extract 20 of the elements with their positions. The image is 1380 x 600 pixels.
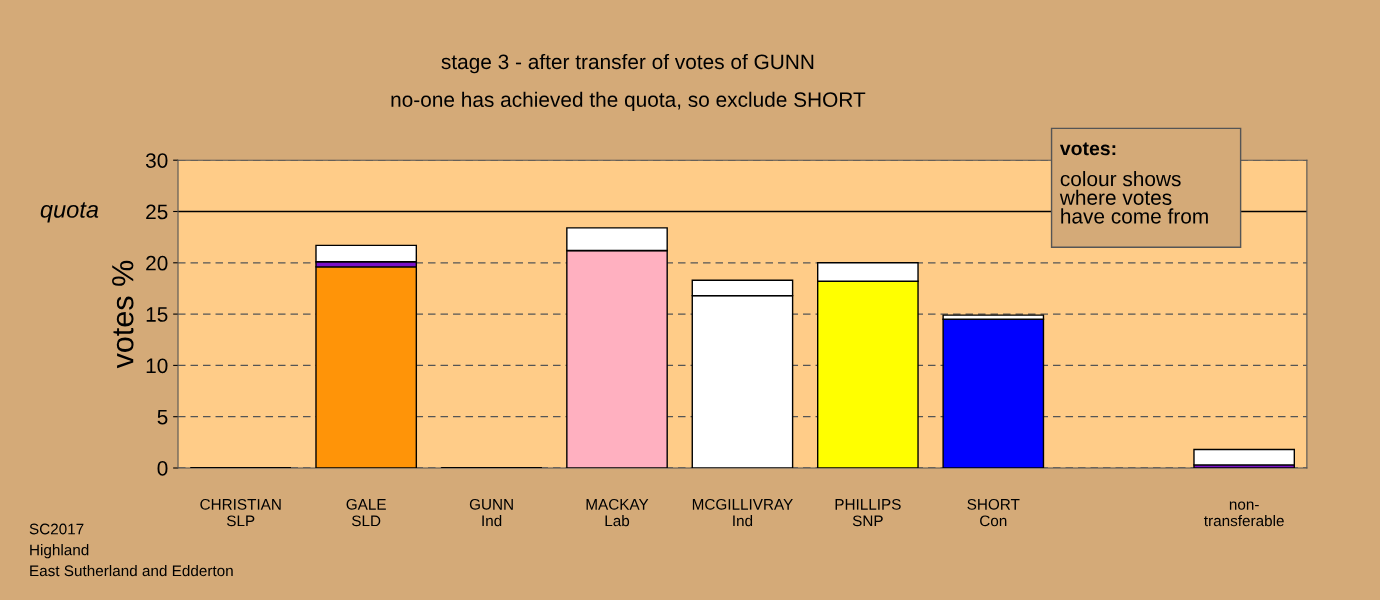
ref-line-label: quota [40, 202, 99, 223]
annotation: colour shows where votes have come from [1059, 171, 1208, 224]
x-tick-label: SHORT Con [967, 498, 1020, 527]
x-tick-label: PHILLIPS SNP [835, 498, 901, 527]
y-tick-label: 30 [145, 153, 168, 168]
text: votes: [1059, 142, 1116, 156]
y-axis-title: votes % [112, 260, 134, 369]
y-tick-label: 15 [146, 307, 168, 322]
chart-subtitle: no-one has achieved the quota, so exclude SHORT [391, 91, 866, 112]
x-tick-label: non- transferable [1204, 501, 1284, 527]
y-tick-label: 5 [157, 409, 168, 425]
y-tick-label: 0 [157, 461, 168, 476]
x-tick-label: MCGILLIVRAY Ind [692, 498, 793, 527]
x-tick-label: MACKAY Lab [586, 498, 649, 527]
y-tick-label: 20 [146, 255, 168, 271]
x-tick-label: GALE SLD [346, 498, 386, 527]
y-tick-label: 25 [146, 204, 168, 220]
y-tick-label: 10 [146, 358, 168, 374]
chart-title: stage 3 - after transfer of votes of GUNN [441, 53, 814, 74]
x-tick-label: GUNN Ind [469, 498, 513, 527]
